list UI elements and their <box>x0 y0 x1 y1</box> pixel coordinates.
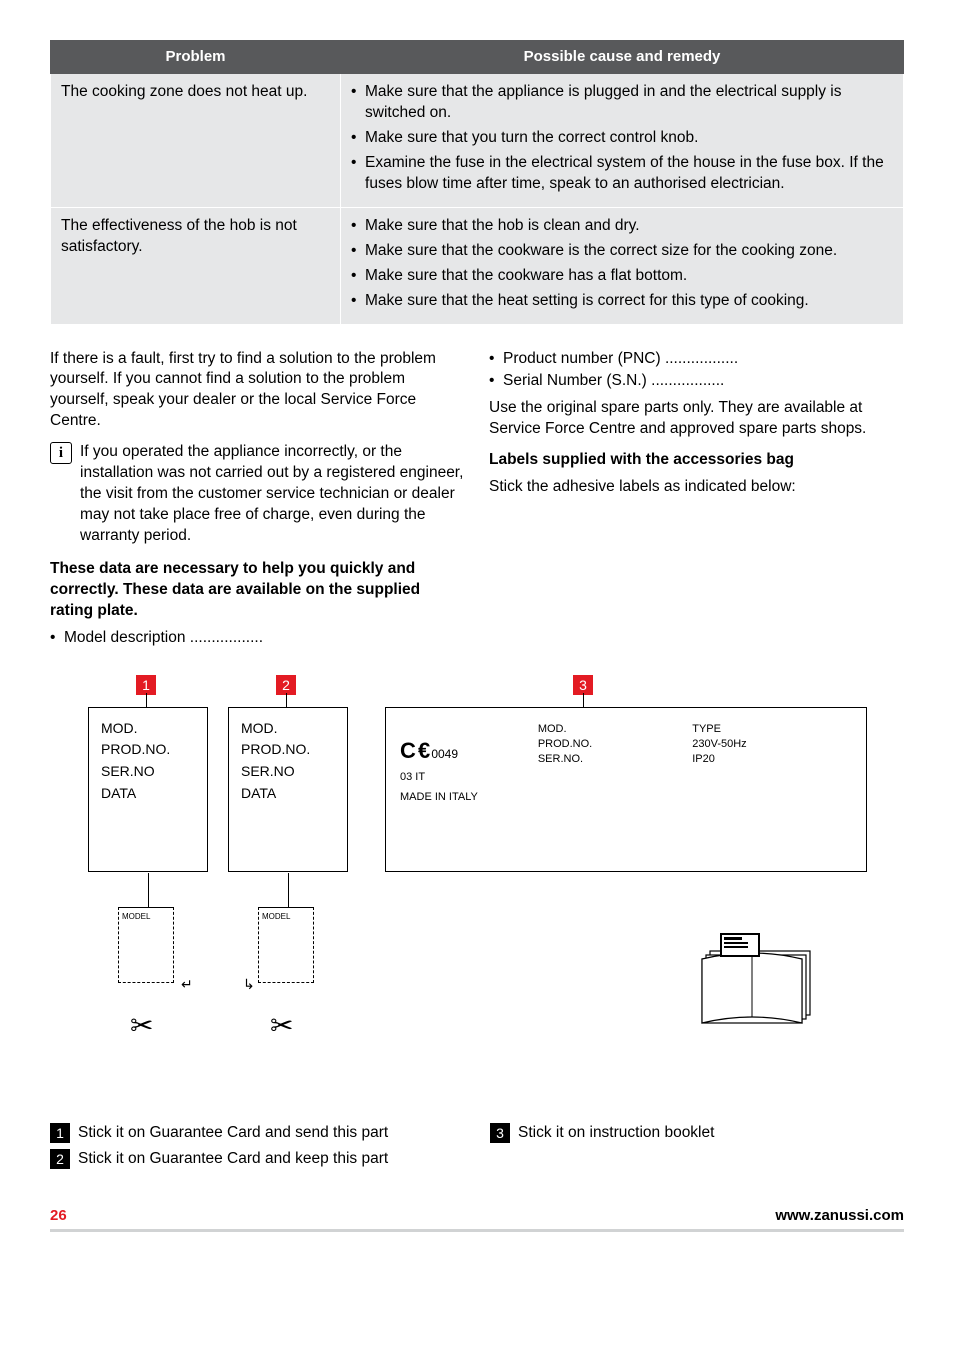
pnc-bullet: Product number (PNC) ................. <box>489 349 904 370</box>
model-desc-bullet: Model description ................. <box>50 628 465 649</box>
table-row: The cooking zone does not heat up. Make … <box>51 74 904 208</box>
remedy-cell: Make sure that the hob is clean and dry.… <box>341 207 904 324</box>
spare-parts-text: Use the original spare parts only. They … <box>489 398 904 440</box>
card-line: SER.NO <box>101 761 195 783</box>
ticket-2: MODEL <box>258 907 314 983</box>
remedy-item: Make sure that the appliance is plugged … <box>351 82 893 124</box>
card-line: MOD. <box>241 718 335 740</box>
label-card-3: C € 0049 03 IT MADE IN ITALY MOD. PROD.N… <box>385 707 867 872</box>
remedy-item: Examine the fuse in the electrical syste… <box>351 153 893 195</box>
arrow-icon: ↳ <box>243 975 255 994</box>
callout-2: 2 <box>276 675 296 695</box>
troubleshoot-table: Problem Possible cause and remedy The co… <box>50 40 904 325</box>
ticket-1: MODEL <box>118 907 174 983</box>
remedy-item: Make sure that the heat setting is corre… <box>351 291 893 312</box>
legend-text-3: Stick it on instruction booklet <box>518 1123 714 1144</box>
page-number: 26 <box>50 1206 67 1226</box>
problem-cell: The cooking zone does not heat up. <box>51 74 341 208</box>
info-icon: i <box>50 442 72 464</box>
right-column: Product number (PNC) ................. S… <box>489 349 904 655</box>
legend-num-3: 3 <box>490 1123 510 1143</box>
booklet-icon <box>690 927 830 1034</box>
th-remedy: Possible cause and remedy <box>341 41 904 74</box>
scissors-icon: ✂ <box>270 1007 293 1045</box>
label-card-2: MOD. PROD.NO. SER.NO DATA <box>228 707 348 872</box>
label-card-1: MOD. PROD.NO. SER.NO DATA <box>88 707 208 872</box>
callout-1: 1 <box>136 675 156 695</box>
table-row: The effectiveness of the hob is not sati… <box>51 207 904 324</box>
intro-text: If there is a fault, first try to find a… <box>50 349 465 433</box>
card3-line: 230V-50Hz <box>692 737 746 752</box>
card3-line: MOD. <box>538 722 592 737</box>
card3-line: MADE IN ITALY <box>400 790 478 805</box>
card-line: DATA <box>241 783 335 805</box>
card3-line: PROD.NO. <box>538 737 592 752</box>
remedy-item: Make sure that the cookware is the corre… <box>351 241 893 262</box>
info-text: If you operated the appliance incorrectl… <box>80 442 465 547</box>
scissors-icon: ✂ <box>130 1007 153 1045</box>
remedy-item: Make sure that the cookware has a flat b… <box>351 266 893 287</box>
remedy-cell: Make sure that the appliance is plugged … <box>341 74 904 208</box>
remedy-item: Make sure that the hob is clean and dry. <box>351 216 893 237</box>
legend-text-2: Stick it on Guarantee Card and keep this… <box>78 1149 388 1170</box>
arrow-icon: ↵ <box>181 975 193 994</box>
card-line: PROD.NO. <box>101 739 195 761</box>
card3-line: IP20 <box>692 752 746 767</box>
data-necessary-heading: These data are necessary to help you qui… <box>50 559 465 622</box>
card-line: PROD.NO. <box>241 739 335 761</box>
labels-heading: Labels supplied with the accessories bag <box>489 450 904 471</box>
ce-mark-icon: C € 0049 <box>400 736 478 767</box>
labels-diagram: 1 2 3 MOD. PROD.NO. SER.NO DATA MOD. PRO… <box>50 675 904 1105</box>
card3-line: TYPE <box>692 722 746 737</box>
legend-num-1: 1 <box>50 1123 70 1143</box>
footer-url: www.zanussi.com <box>775 1206 904 1226</box>
left-column: If there is a fault, first try to find a… <box>50 349 465 655</box>
legend-num-2: 2 <box>50 1149 70 1169</box>
serial-bullet: Serial Number (S.N.) ................. <box>489 371 904 392</box>
th-problem: Problem <box>51 41 341 74</box>
stick-labels-text: Stick the adhesive labels as indicated b… <box>489 477 904 498</box>
card3-line: 03 IT <box>400 770 478 785</box>
card3-line: SER.NO. <box>538 752 592 767</box>
legend-text-1: Stick it on Guarantee Card and send this… <box>78 1123 388 1144</box>
card-line: SER.NO <box>241 761 335 783</box>
card-line: DATA <box>101 783 195 805</box>
problem-cell: The effectiveness of the hob is not sati… <box>51 207 341 324</box>
callout-3: 3 <box>573 675 593 695</box>
card-line: MOD. <box>101 718 195 740</box>
remedy-item: Make sure that you turn the correct cont… <box>351 128 893 149</box>
